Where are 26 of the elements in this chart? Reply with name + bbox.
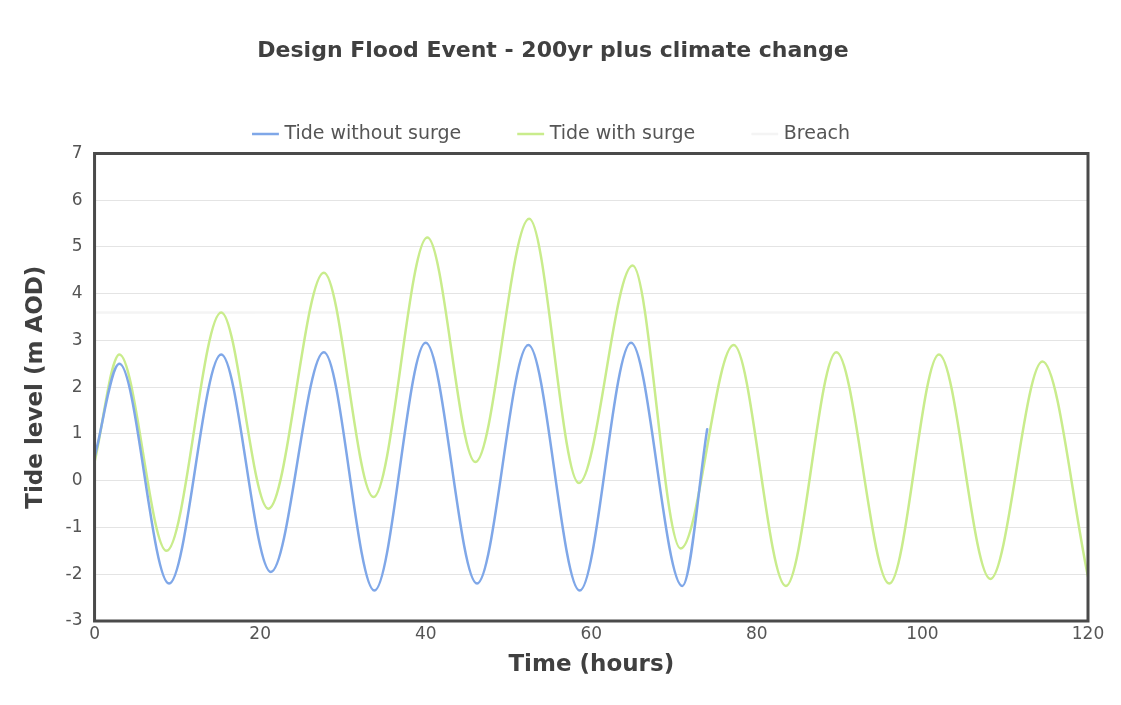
x-tick-label: 100 <box>906 622 939 643</box>
y-tick-label: 7 <box>71 141 83 162</box>
x-tick-label: 60 <box>580 622 603 643</box>
y-tick-label: 2 <box>71 375 83 396</box>
y-tick-label: -2 <box>65 562 83 583</box>
legend-label: Tide with surge <box>548 120 696 143</box>
chart-title: Design Flood Event - 200yr plus climate change <box>257 36 849 62</box>
x-tick-label: 80 <box>746 622 768 643</box>
y-tick-label: 5 <box>71 235 83 256</box>
y-axis-title: Tide level (m AOD) <box>20 265 47 509</box>
y-tick-label: 6 <box>71 188 83 209</box>
y-tick-label: 4 <box>71 282 83 303</box>
line-series <box>94 341 709 592</box>
y-tick-label: 1 <box>71 422 83 443</box>
x-tick-label: 20 <box>249 622 271 643</box>
x-tick-label: 120 <box>1071 622 1105 643</box>
x-tick-label: 40 <box>414 622 437 643</box>
legend-label: Tide without surge <box>283 120 462 143</box>
y-tick-label: -1 <box>65 515 83 536</box>
x-tick-label: 0 <box>89 622 100 643</box>
y-tick-label: -3 <box>65 609 83 630</box>
y-tick-label: 3 <box>71 328 83 349</box>
line-series <box>94 217 1088 588</box>
x-axis-title: Time (hours) <box>508 650 675 677</box>
legend-label: Breach <box>783 120 851 143</box>
y-tick-label: 0 <box>71 469 83 490</box>
